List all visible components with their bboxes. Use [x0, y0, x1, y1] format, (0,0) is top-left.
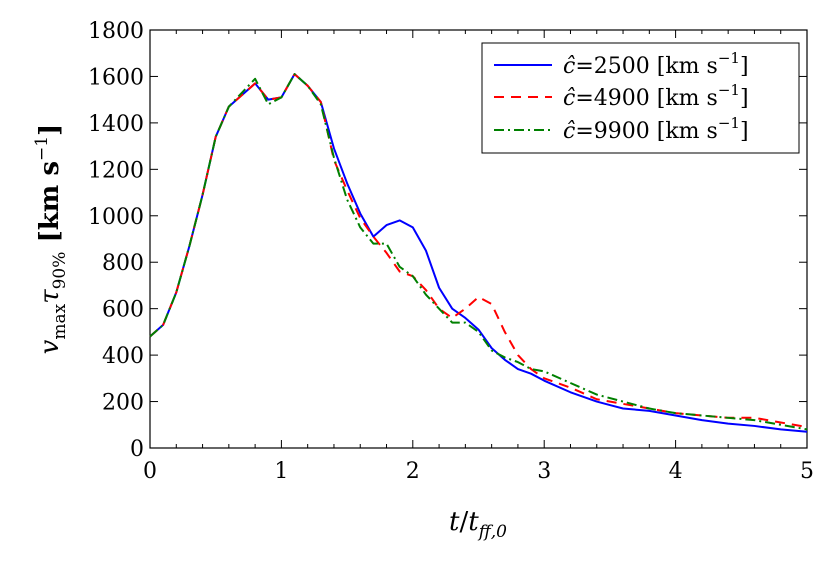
- x-tick-label: 3: [537, 459, 551, 484]
- legend-label-2500: ĉ=2500 [km s−1]: [563, 49, 749, 79]
- y-axis-label: vmaxτ90% [km s−1]: [32, 124, 70, 355]
- y-tick-label: 1000: [88, 205, 144, 230]
- x-label-subscript: ff,0: [477, 522, 507, 542]
- x-tick-label: 1: [274, 459, 288, 484]
- y-label-unit-close: ]: [35, 124, 65, 136]
- y-tick-label: 200: [102, 391, 144, 416]
- ticks-layer: 0 1 2 3 4 5 0 200 400 600 800 1000 1200 1400 1600 1800: [88, 19, 814, 484]
- y-tick-label: 1600: [88, 65, 144, 90]
- y-tick-label: 0: [130, 437, 144, 462]
- y-label-v: v: [35, 339, 65, 354]
- x-label-slash: /: [459, 507, 468, 537]
- y-label-unit: [km s: [35, 161, 65, 252]
- y-tick-label: 600: [102, 298, 144, 323]
- x-tick-label: 5: [800, 459, 814, 484]
- legend-label-9900: ĉ=9900 [km s−1]: [563, 114, 749, 144]
- y-tick-label: 1200: [88, 158, 144, 183]
- y-label-v-sub: max: [50, 303, 70, 339]
- y-tick-label: 400: [102, 344, 144, 369]
- x-tick-label: 2: [406, 459, 420, 484]
- x-label-t: t: [449, 507, 460, 537]
- x-tick-label: 4: [669, 459, 683, 484]
- series-line-9900: [149, 73, 808, 431]
- y-tick-label: 800: [102, 251, 144, 276]
- y-label-unit-exp: −1: [32, 136, 52, 161]
- plot-frame: [149, 29, 808, 449]
- y-tick-label: 1400: [88, 112, 144, 137]
- x-tick-label: 0: [143, 459, 157, 484]
- y-label-tau: τ: [35, 289, 65, 304]
- legend-label-4900: ĉ=4900 [km s−1]: [563, 81, 749, 111]
- y-tick-label: 1800: [88, 19, 144, 44]
- x-label-t2: t: [468, 507, 479, 537]
- x-axis-label: t/tff,0: [449, 507, 507, 542]
- series-layer: [149, 73, 808, 433]
- legend: ĉ=2500 [km s−1] ĉ=4900 [km s−1] ĉ=9900 […: [481, 42, 800, 154]
- y-label-tau-sub: 90%: [50, 252, 70, 290]
